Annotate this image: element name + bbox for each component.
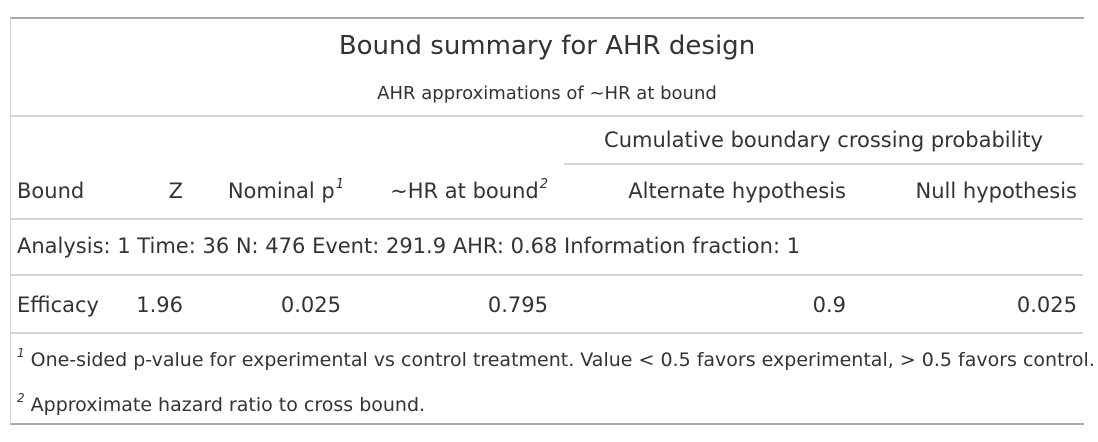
footnote-1: 1 One-sided p-value for experimental vs c… — [17, 346, 1095, 371]
spanner-underline — [564, 163, 1083, 165]
table-subtitle: AHR approximations of ~HR at bound — [377, 83, 717, 104]
footnote-mark-2: 2 — [539, 177, 548, 192]
column-spanner: Cumulative boundary crossing probability — [604, 128, 1043, 152]
footnote-mark-1: 1 — [335, 177, 344, 192]
bound-summary-table: Bound summary for AHR design AHR approxi… — [10, 17, 1095, 425]
body-bottom-divider — [11, 332, 1083, 334]
column-header-bound: Bound — [17, 179, 85, 203]
row-bound: Efficacy — [17, 293, 99, 317]
column-header-z: Z — [168, 179, 183, 203]
group-row-label: Analysis: 1 Time: 36 N: 476 Event: 291.9… — [17, 234, 801, 258]
footnote-2-text: Approximate hazard ratio to cross bound. — [30, 394, 426, 416]
heading-divider — [11, 115, 1083, 117]
group-row-divider — [11, 274, 1083, 276]
footnote-2: 2 Approximate hazard ratio to cross bound… — [17, 391, 426, 416]
table-title: Bound summary for AHR design — [338, 31, 756, 61]
row-hr-at-bound: 0.795 — [487, 293, 548, 317]
column-header-null: Null hypothesis — [915, 179, 1077, 203]
footnote-1-text: One-sided p-value for experimental vs co… — [30, 349, 1095, 371]
row-alternate: 0.9 — [812, 293, 846, 317]
column-header-hr-at-bound-label: ~HR at bound — [390, 179, 539, 203]
column-header-alternate: Alternate hypothesis — [628, 179, 846, 203]
footnote-2-mark: 2 — [17, 391, 25, 405]
footnote-1-mark: 1 — [17, 346, 25, 360]
row-nominal-p: 0.025 — [280, 293, 341, 317]
header-bottom-divider — [11, 218, 1083, 220]
row-null: 0.025 — [1016, 293, 1077, 317]
column-header-hr-at-bound: ~HR at bound2 — [356, 177, 548, 203]
column-header-nominal-p-label: Nominal p — [227, 179, 335, 203]
column-header-nominal-p: Nominal p1 — [196, 177, 344, 203]
row-z: 1.96 — [136, 293, 183, 317]
